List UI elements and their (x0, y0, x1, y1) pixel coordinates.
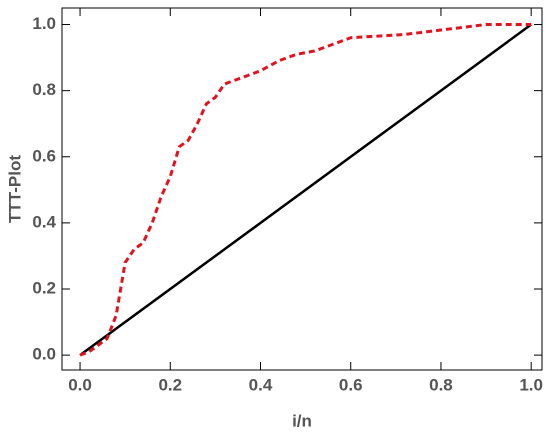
series-line (79, 23, 532, 357)
y-tick-label: 0.8 (32, 80, 56, 99)
series-line (79, 23, 532, 357)
y-tick-label: 0.4 (32, 212, 56, 231)
y-tick-label: 0.2 (32, 278, 56, 297)
plot-frame (61, 7, 543, 371)
x-axis-label: i/n (292, 411, 312, 430)
y-tick-label: 0.0 (32, 345, 56, 364)
x-tick-label: 0.0 (68, 375, 92, 394)
x-tick-label: 0.4 (249, 375, 273, 394)
y-tick-label: 1.0 (32, 14, 56, 33)
x-tick-label: 1.0 (519, 375, 543, 394)
y-axis-label: TTT-Plot (5, 155, 24, 223)
x-tick-label: 0.6 (339, 375, 363, 394)
x-tick-label: 0.2 (158, 375, 182, 394)
x-tick-label: 0.8 (429, 375, 453, 394)
y-tick-label: 0.6 (32, 146, 56, 165)
